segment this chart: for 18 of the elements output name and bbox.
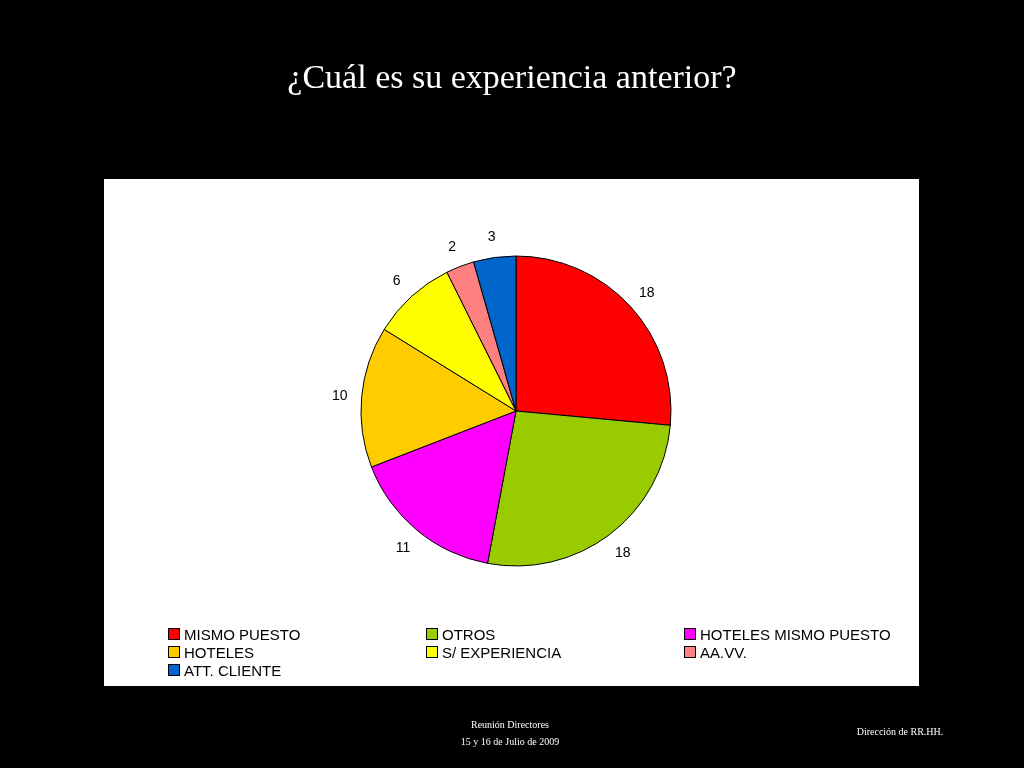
- data-label: 18: [639, 283, 655, 300]
- data-label: 11: [395, 539, 411, 556]
- legend-label: HOTELES MISMO PUESTO: [700, 625, 891, 643]
- data-label: 6: [392, 272, 401, 289]
- chart-title: ¿Cuál es su experiencia anterior?: [286, 58, 738, 96]
- data-label: 18: [614, 544, 631, 561]
- legend-label: HOTELES: [184, 643, 255, 661]
- legend-label: OTROS: [442, 625, 496, 643]
- text: Reunión Directores: [469, 718, 550, 732]
- legend-label: S/ EXPERIENCIA: [442, 643, 562, 661]
- data-label: 3: [487, 227, 496, 244]
- data-label: 10: [331, 386, 348, 403]
- legend-label: AA.VV.: [700, 643, 747, 661]
- legend-label: ATT. CLIENTE: [184, 661, 282, 679]
- text: Dirección de RR.HH.: [855, 726, 945, 737]
- data-label: 2: [448, 237, 457, 254]
- legend-label: MISMO PUESTO: [184, 625, 301, 643]
- text: 15 y 16 de Julio de 2009: [459, 735, 561, 749]
